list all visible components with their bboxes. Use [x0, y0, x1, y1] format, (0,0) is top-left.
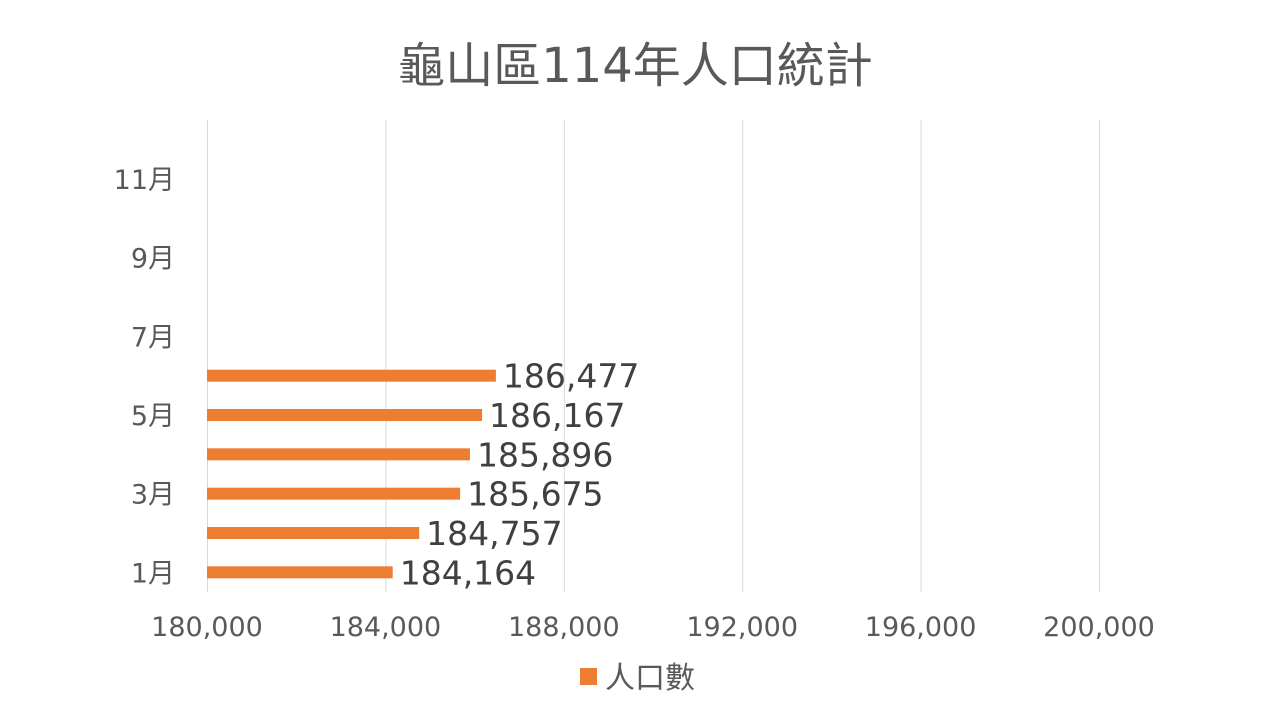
x-tick-label: 200,000 [1043, 612, 1155, 643]
data-label: 185,675 [467, 475, 603, 514]
chart-title: 龜山區114年人口統計 [397, 38, 873, 94]
legend: 人口數 [580, 661, 695, 696]
legend-label-population: 人口數 [605, 661, 695, 696]
y-axis-categories: 1月 3月 5月 7月 9月 11月 [114, 165, 175, 589]
bar-3月 [207, 487, 461, 500]
bars [207, 369, 496, 579]
grid-lines [207, 120, 1100, 592]
y-category-label: 11月 [114, 165, 175, 196]
bar-4月 [207, 448, 470, 461]
x-tick-label: 180,000 [151, 612, 263, 643]
data-label: 186,477 [503, 357, 639, 396]
x-axis-ticks: 180,000 184,000 188,000 192,000 196,000 200,0… [151, 612, 1155, 643]
y-category-label: 3月 [131, 480, 175, 511]
data-label: 185,896 [477, 435, 613, 474]
bar-6月 [207, 369, 496, 382]
data-label: 184,164 [400, 553, 536, 592]
x-tick-label: 188,000 [508, 612, 620, 643]
bar-5月 [207, 409, 483, 421]
data-labels: 184,164184,757185,675185,896186,167186,4… [400, 357, 640, 593]
legend-swatch-population [580, 668, 597, 685]
data-label: 186,167 [489, 396, 625, 435]
y-category-label: 7月 [131, 322, 175, 353]
y-category-label: 5月 [131, 401, 175, 432]
x-tick-label: 192,000 [686, 612, 798, 643]
x-tick-label: 184,000 [330, 612, 442, 643]
x-tick-label: 196,000 [865, 612, 977, 643]
bar-1月 [207, 566, 393, 579]
data-label: 184,757 [426, 514, 562, 553]
y-category-label: 1月 [131, 558, 175, 589]
y-category-label: 9月 [131, 244, 175, 275]
bar-2月 [207, 527, 420, 539]
